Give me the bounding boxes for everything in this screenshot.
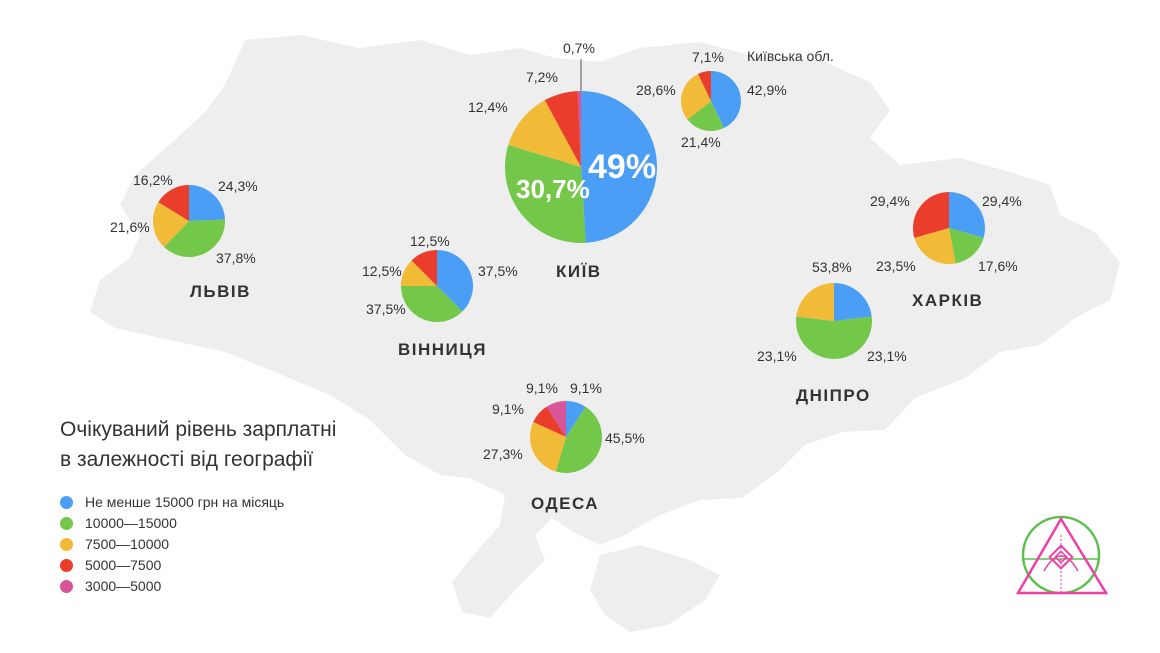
data-label: 37,5% xyxy=(366,301,406,317)
data-label: 29,4% xyxy=(870,193,910,209)
pie-slice-dnipro-7500-10000 xyxy=(796,283,834,321)
legend-label: 10000—15000 xyxy=(85,515,177,531)
data-label: 27,3% xyxy=(483,446,523,462)
pie-slice-kharkiv-7500-10000 xyxy=(914,228,956,264)
pie-slice-odesa-15000-plus xyxy=(566,401,586,437)
legend-label: 3000—5000 xyxy=(85,578,162,594)
pie-slice-lviv-10000-15000 xyxy=(164,219,226,258)
legend-item-3000-5000: 3000—5000 xyxy=(60,578,161,596)
pie-slice-lviv-7500-10000 xyxy=(152,202,189,247)
pie-slice-kharkiv-15000-plus xyxy=(949,192,985,238)
pie-slice-vinnytsia-7500-10000 xyxy=(401,260,437,286)
pie-slice-kharkiv-5000-7500 xyxy=(913,192,949,238)
pie-slice-odesa-3000-5000 xyxy=(546,401,566,437)
data-label: 24,3% xyxy=(218,178,258,194)
pie-slice-kyiv-3000-5000 xyxy=(577,90,581,167)
pie-slice-kyiv-10000-15000 xyxy=(504,144,586,243)
data-label: 45,5% xyxy=(605,430,645,446)
pie-slice-kyiv-oblast-15000-plus xyxy=(711,71,741,129)
data-label: 12,5% xyxy=(410,233,450,249)
data-label: 0,7% xyxy=(563,40,595,56)
pie-slice-vinnytsia-5000-7500 xyxy=(411,250,437,286)
data-label: 9,1% xyxy=(492,401,524,417)
legend-swatch xyxy=(60,517,73,530)
legend-item-7500-10000: 7500—10000 xyxy=(60,536,169,554)
legend-swatch xyxy=(60,538,73,551)
data-label-large: 30,7% xyxy=(516,174,590,204)
crimea-silhouette xyxy=(590,545,720,632)
pie-slice-kyiv-7500-10000 xyxy=(508,100,581,167)
pie-slice-lviv-15000-plus xyxy=(189,185,225,221)
city-label: ВІННИЦЯ xyxy=(398,340,487,359)
legend-label: 7500—10000 xyxy=(85,536,170,552)
city-label: ЛЬВІВ xyxy=(190,282,251,301)
brand-logo-icon xyxy=(1016,515,1109,595)
data-label-large: 49% xyxy=(588,148,657,186)
legend-title-line1: Очікуваний рівень зарплатні xyxy=(60,418,337,441)
pie-slice-dnipro-10000-15000 xyxy=(796,316,872,359)
data-label: 37,8% xyxy=(216,250,256,266)
data-label: 53,8% xyxy=(812,259,852,275)
data-label: 7,1% xyxy=(692,49,724,65)
data-label: 12,5% xyxy=(362,263,402,279)
pie-slice-kyiv-oblast-10000-15000 xyxy=(687,101,724,131)
legend-item-10000-15000: 10000—15000 xyxy=(60,515,177,533)
data-label: 29,4% xyxy=(982,193,1022,209)
data-label: 17,6% xyxy=(978,258,1018,274)
data-label: 7,2% xyxy=(526,69,558,85)
ukraine-silhouette xyxy=(90,35,1120,618)
legend-label: Не менше 15000 грн на місяць xyxy=(85,494,285,510)
pie-slice-kyiv-oblast-7500-10000 xyxy=(681,73,711,120)
city-label: Київська обл. xyxy=(747,48,834,64)
legend-item-15000-plus: Не менше 15000 грн на місяць xyxy=(60,494,284,512)
data-label: 9,1% xyxy=(526,380,558,396)
data-label: 23,1% xyxy=(867,348,907,364)
data-label: 28,6% xyxy=(636,82,676,98)
data-label: 37,5% xyxy=(478,263,518,279)
legend-swatch xyxy=(60,496,73,509)
city-label: ОДЕСА xyxy=(531,494,600,513)
data-label: 12,4% xyxy=(468,99,508,115)
pie-slice-vinnytsia-15000-plus xyxy=(437,250,474,312)
legend-swatch xyxy=(60,580,73,593)
city-label: ХАРКІВ xyxy=(912,291,984,310)
pie-slice-kharkiv-10000-15000 xyxy=(949,228,984,264)
legend-title-line2: в залежності від географії xyxy=(60,448,314,471)
data-label: 16,2% xyxy=(133,172,173,188)
data-label: 23,5% xyxy=(876,258,916,274)
pie-slice-lviv-5000-7500 xyxy=(158,185,189,221)
pie-slice-vinnytsia-10000-15000 xyxy=(401,286,463,323)
data-label: 42,9% xyxy=(747,82,787,98)
pie-slice-dnipro-15000-plus xyxy=(834,283,872,321)
data-label: 21,6% xyxy=(110,219,150,235)
pie-slice-odesa-10000-15000 xyxy=(555,406,603,473)
pie-slice-kyiv-oblast-5000-7500 xyxy=(698,71,711,101)
pie-charts xyxy=(152,59,985,473)
pie-slice-kyiv-15000-plus xyxy=(581,91,657,243)
data-label: 21,4% xyxy=(681,134,721,150)
legend-swatch xyxy=(60,559,73,572)
city-label: ДНІПРО xyxy=(796,386,871,405)
city-label: КИЇВ xyxy=(556,262,602,281)
pie-slice-odesa-7500-10000 xyxy=(530,422,566,472)
legend-label: 5000—7500 xyxy=(85,557,162,573)
pie-slice-kyiv-5000-7500 xyxy=(544,91,581,167)
data-label: 23,1% xyxy=(757,348,797,364)
data-label: 9,1% xyxy=(570,380,602,396)
legend-item-5000-7500: 5000—7500 xyxy=(60,557,161,575)
pie-slice-odesa-5000-7500 xyxy=(533,406,566,437)
